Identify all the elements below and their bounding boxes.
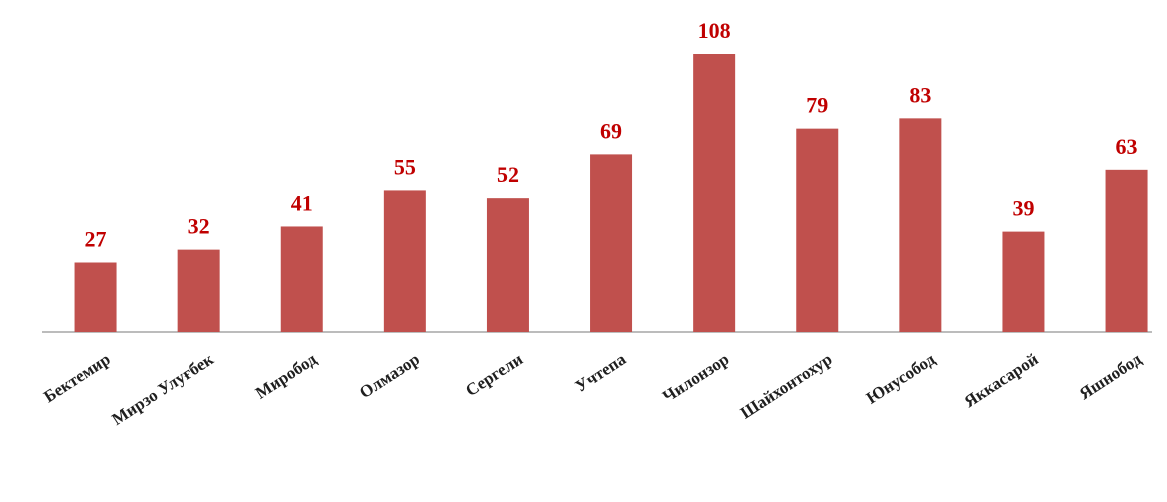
x-tick-label: Чилонзор (659, 349, 732, 406)
value-label: 108 (698, 18, 731, 43)
x-tick-label: Сергели (462, 349, 526, 400)
value-label: 79 (806, 93, 828, 118)
x-tick-label: Шайхонтохур (737, 349, 836, 422)
value-label: 41 (291, 190, 313, 215)
bar (383, 190, 426, 332)
bar (590, 154, 633, 332)
x-tick-label: Яшнобод (1076, 349, 1145, 403)
value-label: 63 (1116, 134, 1138, 159)
x-tick-label: Олмазор (356, 349, 423, 402)
bar (899, 118, 942, 332)
x-tick-label: Мирзо Улуғбек (108, 349, 217, 429)
x-tick-label: Учтепа (572, 349, 630, 396)
value-label: 83 (909, 82, 931, 107)
value-label: 32 (188, 214, 210, 239)
value-label: 55 (394, 154, 416, 179)
bar (280, 226, 323, 332)
x-tick-label: Юнусобод (863, 349, 939, 408)
bar (1002, 231, 1045, 332)
bar (74, 262, 117, 332)
bar (177, 249, 220, 332)
value-label: 52 (497, 162, 519, 187)
x-tick-label: Яккасарой (961, 349, 1042, 411)
bar (486, 198, 529, 332)
value-label: 27 (85, 227, 107, 252)
x-tick-label: Миробод (252, 349, 320, 403)
value-label: 69 (600, 118, 622, 143)
bar (796, 128, 839, 332)
value-label: 39 (1012, 196, 1034, 221)
bar (693, 54, 736, 332)
x-tick-label: Бектемир (40, 349, 114, 406)
bar (1105, 169, 1148, 332)
